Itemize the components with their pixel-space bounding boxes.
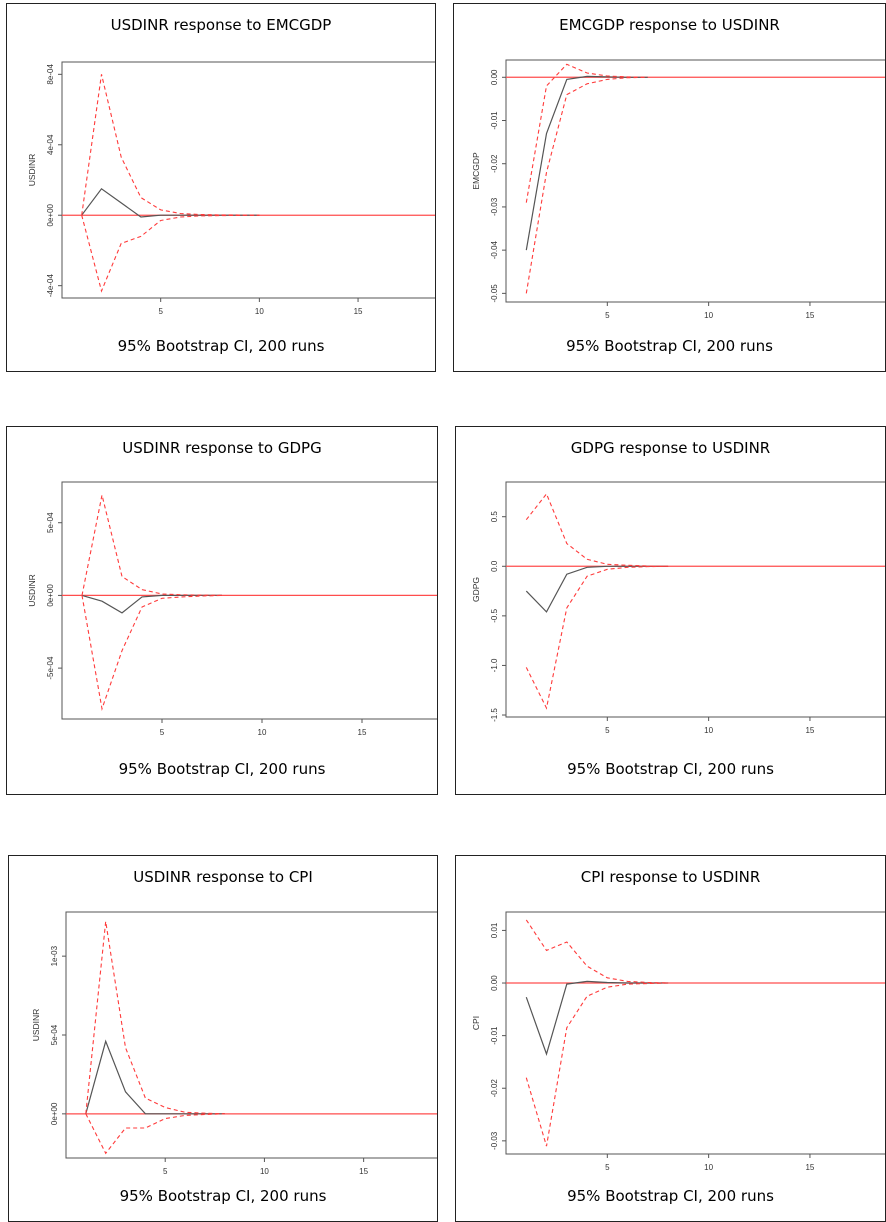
y-tick-label: -5e-04 — [46, 656, 55, 680]
ci-lower-line — [525, 982, 669, 1147]
x-tick-label: 5 — [605, 1163, 610, 1172]
plot-frame — [505, 59, 885, 303]
chart-caption: 95% Bootstrap CI, 200 runs — [567, 1187, 774, 1205]
x-tick-label: 15 — [358, 728, 367, 737]
y-tick-label: -0.01 — [490, 1026, 499, 1045]
chart-title: USDINR response to EMCGDP — [110, 16, 332, 34]
chart-caption: 95% Bootstrap CI, 200 runs — [118, 760, 326, 778]
plot-frame — [61, 481, 437, 720]
chart-caption: 95% Bootstrap CI, 200 runs — [117, 337, 325, 355]
chart-panel-3: USDINR response to GDPG 5 10 15 -5e-04 0e+00… — [6, 426, 438, 795]
irf-line — [525, 565, 669, 613]
plot-frame — [505, 481, 885, 718]
chart-panel-4: GDPG response to USDINR 5 10 15 -1.5 -1.0 -0.… — [455, 426, 886, 795]
y-tick-label: 0.01 — [490, 922, 499, 938]
y-tick-label: -0.05 — [490, 284, 499, 303]
x-tick-label: 5 — [163, 1167, 168, 1176]
y-axis-label: GDPG — [471, 577, 481, 602]
y-tick-label: -4e-04 — [46, 274, 55, 298]
x-tick-label: 10 — [258, 728, 267, 737]
y-tick-label: 1e-03 — [50, 945, 59, 966]
chart-caption: 95% Bootstrap CI, 200 runs — [119, 1187, 327, 1205]
y-axis-label: USDINR — [31, 1009, 41, 1042]
ci-upper-line — [81, 494, 223, 596]
x-tick-label: 10 — [255, 307, 264, 316]
ci-upper-line — [525, 919, 669, 984]
chart-plot-3: 5 10 15 -5e-04 0e+00 5e-04 USDINR — [27, 481, 437, 737]
x-tick-label: 15 — [359, 1167, 368, 1176]
ci-upper-line — [85, 921, 225, 1115]
y-axis-label: USDINR — [27, 574, 37, 607]
irf-line — [525, 75, 648, 251]
plot-frame — [65, 911, 437, 1159]
y-tick-label: -1.5 — [490, 708, 499, 722]
y-tick-label: 4e-04 — [46, 134, 55, 155]
chart-panel-2: EMCGDP response to USDINR 5 10 15 -0.05 -0.0… — [453, 3, 886, 372]
x-tick-label: 10 — [260, 1167, 269, 1176]
chart-plot-1: 5 10 15 -4e-04 0e+00 4e-04 8e-04 USDINR — [27, 61, 435, 316]
chart-panel-6: CPI response to USDINR 5 10 15 -0.03 -0.02 -0… — [455, 855, 886, 1222]
irf-line — [81, 187, 260, 218]
chart-plot-5: 5 10 15 0e+00 5e-04 1e-03 USDINR — [31, 911, 437, 1176]
irf-line — [85, 1039, 225, 1115]
y-tick-label: 5e-04 — [50, 1024, 59, 1045]
chart-caption: 95% Bootstrap CI, 200 runs — [567, 760, 774, 778]
chart-plot-2: 5 10 15 -0.05 -0.04 -0.03 -0.02 -0.01 0.00 EMCGDP — [471, 59, 885, 320]
y-axis-label: CPI — [471, 1016, 481, 1030]
plot-frame — [505, 911, 885, 1155]
ci-lower-line — [525, 76, 648, 294]
y-tick-label: -0.5 — [490, 608, 499, 622]
chart-title: USDINR response to CPI — [133, 868, 313, 886]
irf-line — [525, 980, 669, 1056]
y-tick-label: -1.0 — [490, 658, 499, 672]
x-tick-label: 10 — [704, 1163, 713, 1172]
chart-title: EMCGDP response to USDINR — [559, 16, 780, 34]
y-tick-label: 8e-04 — [46, 64, 55, 85]
ci-lower-line — [85, 1113, 225, 1155]
x-tick-label: 5 — [605, 726, 610, 735]
x-tick-label: 15 — [354, 307, 363, 316]
chart-panel-5: USDINR response to CPI 5 10 15 0e+00 5e-04 1e… — [8, 855, 438, 1222]
chart-panel-1: USDINR response to EMCGDP 5 10 15 -4e-04 0e+… — [6, 3, 436, 372]
chart-title: GDPG response to USDINR — [570, 439, 771, 457]
chart-caption: 95% Bootstrap CI, 200 runs — [566, 337, 773, 355]
y-tick-label: 0.00 — [490, 69, 499, 85]
chart-title: USDINR response to GDPG — [122, 439, 322, 457]
y-tick-label: 0e+00 — [46, 203, 55, 226]
ci-lower-line — [81, 594, 223, 711]
y-tick-label: 0.0 — [490, 560, 499, 572]
y-tick-label: -0.03 — [490, 197, 499, 216]
y-tick-label: -0.01 — [490, 111, 499, 130]
y-tick-label: 0.5 — [490, 511, 499, 523]
plot-frame — [61, 61, 435, 299]
ci-lower-line — [81, 214, 260, 293]
x-tick-label: 15 — [805, 1163, 814, 1172]
y-axis-label: USDINR — [27, 154, 37, 187]
y-tick-label: 0e+00 — [50, 1102, 59, 1125]
y-tick-label: -0.02 — [490, 154, 499, 173]
y-tick-label: -0.02 — [490, 1079, 499, 1098]
irf-line — [81, 594, 222, 614]
chart-title: CPI response to USDINR — [580, 868, 761, 886]
x-tick-label: 15 — [805, 311, 814, 320]
y-tick-label: -0.04 — [490, 240, 499, 259]
y-tick-label: 5e-04 — [46, 512, 55, 533]
x-tick-label: 10 — [704, 726, 713, 735]
x-tick-label: 15 — [805, 726, 814, 735]
x-tick-label: 5 — [158, 307, 163, 316]
chart-plot-4: 5 10 15 -1.5 -1.0 -0.5 0.0 0.5 GDPG — [471, 481, 885, 735]
y-axis-label: EMCGDP — [471, 152, 481, 190]
chart-plot-6: 5 10 15 -0.03 -0.02 -0.01 0.00 0.01 CPI — [471, 911, 885, 1172]
x-tick-label: 5 — [605, 311, 610, 320]
ci-lower-line — [525, 565, 669, 710]
y-tick-label: -0.03 — [490, 1131, 499, 1150]
ci-upper-line — [525, 63, 648, 203]
x-tick-label: 10 — [704, 311, 713, 320]
ci-upper-line — [525, 492, 669, 567]
x-tick-label: 5 — [160, 728, 165, 737]
y-tick-label: 0e+00 — [46, 584, 55, 607]
y-tick-label: 0.00 — [490, 975, 499, 991]
